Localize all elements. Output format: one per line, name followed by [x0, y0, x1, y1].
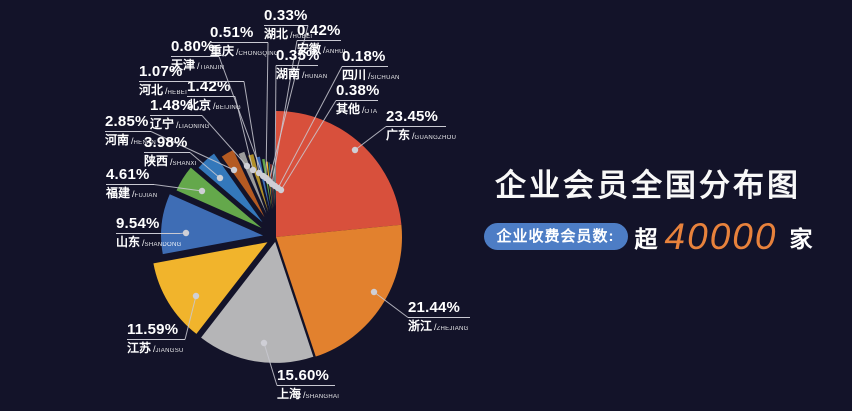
slice-province-name: 辽宁/LIAONING — [150, 117, 210, 131]
label-anchor-dot — [249, 166, 257, 174]
label-leader-line — [184, 295, 197, 340]
slice-province-name: 江苏/JIANGSU — [127, 341, 184, 355]
slice-province-name: 四川/SICHUAN — [342, 68, 400, 82]
slice-province-name: 安徽/ANHUI — [297, 42, 346, 56]
stats-value: 40000 — [664, 216, 778, 257]
slice-percent: 0.42% — [297, 22, 341, 41]
pie-slice-henan[interactable] — [221, 150, 265, 218]
slice-province-name: 天津/TIANJIN — [171, 58, 225, 72]
label-leader-line — [271, 40, 298, 185]
slice-percent: 21.44% — [408, 299, 470, 318]
slice-label-liaoning: 1.48% 辽宁/LIAONING — [150, 97, 210, 134]
slice-percent: 4.61% — [106, 166, 154, 185]
slice-province-name: 河南/HENAN — [105, 133, 157, 147]
label-anchor-dot — [243, 162, 251, 170]
slice-label-henan: 2.85% 河南/HENAN — [105, 113, 157, 150]
pie-slice-zhejiang[interactable] — [276, 224, 402, 357]
slice-province-name: 上海/SHANGHAI — [277, 387, 340, 401]
label-leader-line — [263, 342, 278, 386]
slice-label-zhejiang: 21.44% 浙江/ZHEJIANG — [408, 299, 470, 336]
slice-province-name: 陕西/SHANXI — [144, 154, 197, 168]
label-leader-line — [280, 100, 337, 191]
slice-label-shanxi: 3.98% 陕西/SHANXI — [144, 134, 197, 171]
slice-percent: 3.98% — [144, 134, 190, 153]
label-leader-line — [153, 184, 203, 192]
slice-percent: 0.33% — [264, 7, 308, 26]
slice-percent: 23.45% — [386, 108, 446, 127]
label-leader-line — [274, 65, 277, 187]
slice-percent: 1.42% — [187, 78, 235, 97]
slice-label-anhui: 0.42% 安徽/ANHUI — [297, 22, 346, 59]
slice-label-chongqing: 0.51% 重庆/CHONGQING — [210, 24, 279, 61]
pie-slice-shandong[interactable] — [161, 194, 264, 255]
slice-percent: 1.07% — [139, 63, 244, 82]
page-title: 企业会员全国分布图 — [495, 168, 801, 203]
slice-percent: 0.35% — [276, 47, 320, 66]
slice-province-name: 湖北/HUBEI — [264, 27, 313, 41]
slice-label-hubei: 0.33% 湖北/HUBEI — [264, 7, 313, 44]
label-leader-line — [150, 131, 235, 171]
slice-province-name: 河北/HEBEI — [139, 83, 188, 97]
label-leader-line — [373, 291, 409, 318]
slice-label-jiangsu: 11.59% 江苏/JIANGSU — [127, 321, 185, 358]
info-panel: 企业会员全国分布图 企业收费会员数: 超 40000 家 — [472, 0, 824, 411]
slice-province-name: 福建/FUJIAN — [106, 186, 158, 200]
slice-province-name: 重庆/CHONGQING — [210, 44, 279, 58]
slice-label-fujian: 4.61% 福建/FUJIAN — [106, 166, 158, 203]
pie-chart: 23.45% 广东/GUANGZHOU 21.44% 浙江/ZHEJIANG 15.60… — [105, 7, 470, 404]
pie-slice-shanghai[interactable] — [201, 241, 314, 363]
label-anchor-dot — [198, 187, 206, 195]
label-anchor-dot — [260, 339, 268, 347]
stats-prefix: 超 — [634, 225, 658, 252]
slice-label-tianjin: 0.80% 天津/TIANJIN — [171, 38, 225, 75]
label-leader-line — [201, 115, 248, 167]
stats-suffix: 家 — [789, 225, 813, 252]
label-leader-line — [189, 152, 221, 179]
label-leader-line — [218, 56, 264, 177]
stats-row: 企业收费会员数: 超 40000 家 — [472, 218, 824, 255]
slice-percent: 0.80% — [171, 38, 219, 57]
slice-province-name: 其他/OTA — [336, 102, 378, 116]
slice-province-name: 山东/SHANDONG — [116, 235, 182, 249]
label-leader-line — [277, 66, 343, 189]
slice-percent: 15.60% — [277, 367, 335, 386]
label-leader-line — [354, 126, 387, 151]
label-anchor-dot — [351, 146, 359, 154]
label-anchor-dot — [230, 166, 238, 174]
label-anchor-dot — [370, 288, 378, 296]
slice-label-guangzhou: 23.45% 广东/GUANGZHOU — [386, 108, 457, 145]
slice-percent: 1.48% — [150, 97, 202, 116]
slice-label-shanghai: 15.60% 上海/SHANGHAI — [277, 367, 340, 404]
pie-slice-jiangsu[interactable] — [153, 242, 268, 334]
slice-percent: 11.59% — [127, 321, 185, 340]
slice-label-ota: 0.38% 其他/OTA — [336, 82, 380, 119]
slice-percent: 9.54% — [116, 215, 180, 234]
slice-label-sichuan: 0.18% 四川/SICHUAN — [342, 48, 400, 85]
label-anchor-dot — [277, 186, 285, 194]
slice-province-name: 湖南/HUNAN — [276, 67, 328, 81]
label-leader-line — [265, 42, 269, 179]
paid-members-badge: 企业收费会员数: — [483, 223, 628, 250]
slice-label-shandong: 9.54% 山东/SHANDONG — [116, 215, 182, 252]
slice-percent: 0.38% — [336, 82, 380, 101]
slice-province-name: 广东/GUANGZHOU — [386, 128, 457, 142]
label-anchor-dot — [216, 174, 224, 182]
label-anchor-dot — [182, 229, 190, 237]
slice-province-name: 北京/BEIJING — [187, 98, 241, 112]
slice-label-beijing: 1.42% 北京/BEIJING — [187, 78, 241, 115]
slice-percent: 2.85% — [105, 113, 151, 132]
pie-slice-shanxi[interactable] — [198, 153, 263, 223]
slice-label-hunan: 0.35% 湖南/HUNAN — [276, 47, 328, 84]
pie-slice-guangzhou[interactable] — [276, 111, 402, 237]
slice-province-name: 浙江/ZHEJIANG — [408, 319, 469, 333]
pie-svg — [150, 25, 409, 386]
label-anchor-dot — [192, 292, 200, 300]
pie-slice-fujian[interactable] — [176, 167, 262, 228]
slice-percent: 0.51% — [210, 24, 268, 43]
slice-label-hebei: 1.07% 河北/HEBEI — [139, 63, 244, 100]
slice-percent: 0.18% — [342, 48, 388, 67]
pie-slice-tianjin[interactable] — [262, 158, 272, 210]
